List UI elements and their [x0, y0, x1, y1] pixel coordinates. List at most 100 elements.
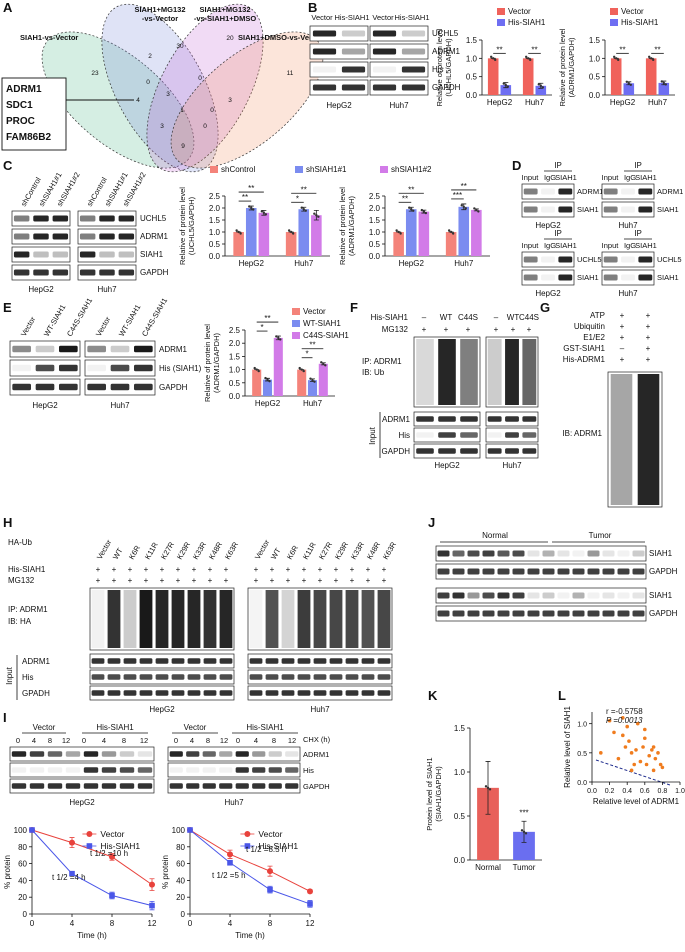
- legend-label: shSIAH1#1: [306, 165, 347, 174]
- protein-label: UCHL5: [432, 29, 459, 38]
- blot-band: [587, 592, 600, 599]
- treatment-mark: +: [422, 325, 427, 334]
- protein-label: ADRM1: [432, 47, 461, 56]
- y-tick-label: 1.0: [229, 366, 241, 375]
- blot-smear: [610, 374, 633, 505]
- treatment-mark: +: [128, 576, 133, 585]
- time-label: 4: [32, 736, 36, 745]
- bar: [311, 215, 322, 256]
- blot-band: [203, 658, 217, 664]
- blot-band: [123, 690, 137, 696]
- blot-band: [235, 783, 249, 789]
- blot: [521, 251, 575, 268]
- blot: [9, 762, 155, 778]
- blot-band: [312, 30, 337, 37]
- panel-letter: A: [3, 0, 13, 15]
- legend-marker: [244, 843, 251, 849]
- protein-label: UCHL5: [577, 255, 602, 264]
- venn-count: 0: [198, 75, 202, 82]
- blot-band: [13, 269, 30, 276]
- series-line: [189, 829, 311, 892]
- protein-label: ADRM1: [303, 750, 329, 759]
- point: [634, 748, 638, 752]
- bar: [610, 58, 622, 95]
- replicate-dot: [300, 206, 303, 209]
- gene-name: FAM86B2: [6, 132, 51, 143]
- blot-band: [13, 251, 30, 258]
- x-tick-label: 0: [30, 919, 35, 928]
- replicate-dot: [615, 57, 618, 60]
- y-axis-label: (UCHL5/GAPDH): [444, 38, 453, 97]
- significance-label: ***: [519, 808, 528, 817]
- point: [616, 756, 621, 761]
- blot-band: [33, 251, 49, 258]
- time-label: 8: [122, 736, 126, 745]
- replicate-dot: [395, 229, 398, 232]
- venn-count: 23: [91, 70, 99, 77]
- blot-band: [438, 432, 456, 438]
- blot-smear: [91, 590, 105, 648]
- blot-band: [99, 233, 115, 240]
- ip-label: IP: ADRM1: [8, 605, 48, 614]
- column-label: IgG: [544, 173, 556, 182]
- treatment-mark: +: [646, 322, 651, 331]
- protein-label: His: [22, 673, 34, 682]
- regression-line: [595, 759, 671, 786]
- blot-band: [452, 592, 465, 599]
- cell-label: HepG2: [535, 221, 561, 230]
- protein-label: UCHL5: [140, 214, 167, 223]
- blot-band: [438, 416, 456, 422]
- y-tick-label: 2.5: [369, 192, 381, 201]
- condition-label: Ubiquitin: [574, 322, 605, 331]
- blot-band: [297, 690, 311, 696]
- blot-band: [202, 767, 216, 773]
- treatment-mark: +: [318, 576, 323, 585]
- point: [651, 768, 656, 773]
- replicate-dot: [264, 213, 268, 216]
- blot-band: [572, 610, 585, 617]
- replicate-dot: [264, 376, 267, 380]
- blot-band: [603, 188, 618, 195]
- replicate-dot: [617, 58, 620, 62]
- replicate-dot: [304, 209, 307, 212]
- treatment-mark: +: [620, 322, 625, 331]
- blot-band: [297, 674, 311, 680]
- x-tick-label: Huh7: [303, 399, 323, 408]
- blot-band: [527, 592, 540, 599]
- blot-band: [107, 690, 121, 696]
- blot-band: [123, 674, 137, 680]
- blot: [369, 43, 429, 60]
- x-tick-label: Huh7: [454, 259, 474, 268]
- y-tick-label: 0: [23, 910, 28, 919]
- cell-label: HepG2: [28, 285, 54, 294]
- time-label: 4: [190, 736, 194, 745]
- blot-band: [252, 751, 266, 757]
- bar: [418, 211, 430, 256]
- blot-band: [118, 269, 135, 276]
- replicate-dot: [291, 232, 295, 235]
- replicate-dot: [506, 85, 509, 88]
- treatment-mark: +: [620, 311, 625, 320]
- x-tick-label: 0.2: [605, 788, 615, 795]
- blot: [369, 79, 429, 96]
- protein-label: SIAH1: [657, 205, 679, 214]
- y-tick-label: 0.5: [589, 73, 601, 82]
- blot-band: [497, 592, 510, 599]
- protein-label: ADRM1: [159, 345, 188, 354]
- cell-label: Huh7: [110, 401, 130, 410]
- condition-label: MG132: [382, 325, 409, 334]
- blot-band: [119, 767, 135, 773]
- replicate-dot: [502, 82, 505, 85]
- lane-label: K27R: [159, 540, 176, 561]
- bar: [258, 212, 270, 256]
- cell-label: HepG2: [434, 461, 460, 470]
- cell-label: HepG2: [326, 101, 352, 110]
- legend-label: Vector: [258, 829, 282, 839]
- blot-band: [52, 269, 69, 276]
- bar: [500, 85, 512, 95]
- y-tick-label: 2.0: [229, 339, 241, 348]
- protein-label: SIAH1: [140, 250, 164, 259]
- replicate-dot: [266, 378, 269, 381]
- point: [307, 901, 313, 907]
- y-tick-label: 2.5: [229, 326, 241, 335]
